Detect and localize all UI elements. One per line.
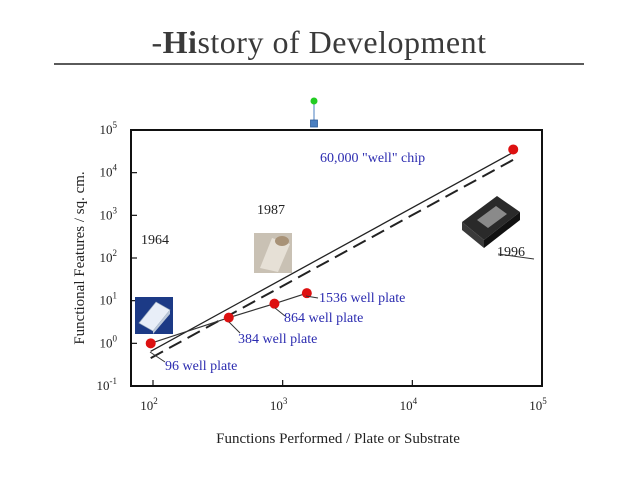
title-prefix: -	[151, 24, 163, 60]
y-tick-exponent: 4	[113, 163, 118, 173]
y-tick-label-2: 102	[100, 248, 118, 265]
x-tick-label-3: 103	[270, 396, 288, 413]
trend-line-solid	[150, 151, 514, 352]
y-tick-exponent: 2	[113, 248, 118, 258]
x-tick-label-4: 104	[400, 396, 418, 413]
y-tick-label-1: 101	[100, 291, 118, 308]
y-tick-label--1: 10-1	[97, 376, 118, 393]
y-axis-label: Functional Features / sq. cm.	[72, 171, 88, 344]
y-tick-label-5: 105	[100, 120, 118, 137]
leader-1536	[305, 295, 319, 299]
year-label-1987: 1987	[257, 203, 285, 218]
data-point-3	[301, 288, 312, 299]
y-tick-label-4: 104	[100, 163, 118, 180]
x-tick-exponent: 5	[542, 396, 547, 406]
title-bold-part: Hi	[162, 24, 198, 60]
microplate-photo-1987	[254, 233, 292, 273]
label-384-well-plate: 384 well plate	[238, 332, 317, 347]
leader-96	[149, 351, 166, 363]
y-tick-exponent: 3	[113, 205, 118, 215]
x-tick-label-5: 105	[529, 396, 547, 413]
label-60000-well-chip: 60,000 "well" chip	[320, 151, 425, 166]
y-tick-label-3: 103	[100, 205, 118, 222]
x-tick-exponent: 2	[153, 396, 158, 406]
label-96-well-plate: 96 well plate	[165, 359, 237, 374]
plot-frame	[130, 129, 543, 387]
well-plate-photo-1964	[135, 297, 173, 334]
label-1536-well-plate: 1536 well plate	[319, 291, 405, 306]
year-label-1996: 1996	[497, 245, 525, 260]
trend-line-dashed	[150, 158, 514, 360]
x-tick-label-2: 102	[140, 396, 158, 413]
rotate-handle[interactable]	[310, 97, 318, 105]
data-point-4	[508, 144, 519, 155]
label-864-well-plate: 864 well plate	[284, 311, 363, 326]
x-tick-exponent: 3	[283, 396, 288, 406]
y-tick-exponent: 0	[113, 333, 118, 343]
data-point-0	[145, 338, 156, 349]
y-tick-exponent: 1	[113, 291, 118, 301]
y-tick-exponent: 5	[113, 120, 118, 130]
data-point-1	[223, 312, 234, 323]
leader-1996	[497, 253, 535, 260]
leader-864	[274, 307, 286, 317]
y-tick-label-0: 100	[100, 333, 118, 350]
y-tick-exponent: -1	[110, 376, 118, 386]
chip-photo-1996	[462, 196, 520, 248]
resize-handle[interactable]	[310, 119, 318, 128]
x-axis-label: Functions Performed / Plate or Substrate	[216, 431, 460, 447]
ticks-layer	[131, 129, 543, 387]
slide-title: -History of Development	[0, 24, 638, 61]
leader-384	[228, 321, 241, 334]
title-rule	[54, 63, 584, 65]
series-line	[150, 292, 308, 344]
title-rest: story of Development	[197, 24, 487, 60]
year-label-1964: 1964	[141, 233, 169, 248]
x-tick-exponent: 4	[413, 396, 418, 406]
points-layer	[145, 144, 519, 349]
data-point-2	[269, 298, 280, 309]
